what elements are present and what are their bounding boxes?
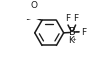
Text: F: F xyxy=(73,14,79,23)
Text: −: − xyxy=(74,28,79,33)
Text: B: B xyxy=(69,27,75,37)
Text: O: O xyxy=(31,1,38,10)
Text: F: F xyxy=(65,14,70,23)
Text: K: K xyxy=(68,36,74,45)
Text: +: + xyxy=(72,37,76,42)
Text: F: F xyxy=(81,28,86,37)
